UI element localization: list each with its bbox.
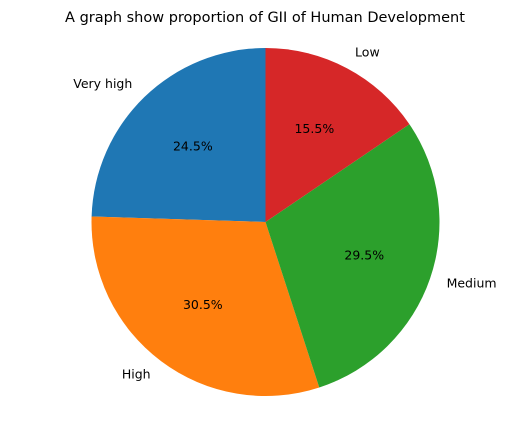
pie-slice-low <box>265 48 410 222</box>
pct-label-medium: 29.5% <box>344 247 384 262</box>
category-label-high: High <box>122 367 151 382</box>
pie-slice-high <box>91 216 320 396</box>
chart-title: A graph show proportion of GII of Human … <box>65 10 465 26</box>
pie-slice-medium <box>265 124 440 388</box>
pie-labels: 24.5% Very high 30.5% High 29.5% Medium 15.5% L… <box>73 44 496 381</box>
pie-slices <box>91 48 440 396</box>
pct-label-high: 30.5% <box>183 297 223 312</box>
pie-slice-very-high <box>91 48 266 222</box>
pct-label-low: 15.5% <box>294 121 334 136</box>
category-label-medium: Medium <box>447 276 497 291</box>
pct-label-very-high: 24.5% <box>173 139 213 154</box>
category-label-very-high: Very high <box>73 76 132 91</box>
category-label-low: Low <box>355 44 380 59</box>
